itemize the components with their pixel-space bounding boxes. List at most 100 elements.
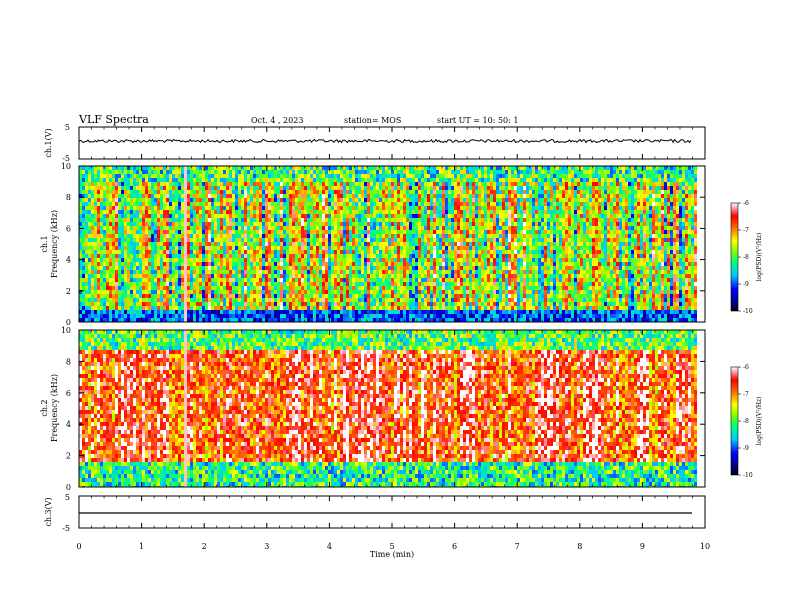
spectrogram-cell [100, 206, 103, 210]
spectrogram-cell [358, 182, 361, 186]
spectrogram-cell [163, 310, 166, 314]
spectrogram-cell [172, 314, 175, 318]
spectrogram-cell [337, 198, 340, 202]
spectrogram-cell [220, 262, 223, 266]
spectrogram-cell [208, 226, 211, 230]
spectrogram-cell [385, 222, 388, 226]
spectrogram-cell [310, 190, 313, 194]
spectrogram-cell [193, 294, 196, 298]
spectrogram-cell [115, 222, 118, 226]
spectrogram-cell [298, 170, 301, 174]
spectrogram-cell [400, 170, 403, 174]
spectrogram-cell [388, 294, 391, 298]
spectrogram-cell [277, 310, 280, 314]
spectrogram-cell [343, 270, 346, 274]
spectrogram-cell [409, 246, 412, 250]
spectrogram-cell [277, 190, 280, 194]
spectrogram-cell [319, 230, 322, 234]
spectrogram-cell [223, 302, 226, 306]
spectrogram-cell [82, 314, 85, 318]
spectrogram-cell [400, 166, 403, 170]
spectrogram-cell [88, 194, 91, 198]
spectrogram-cell [148, 198, 151, 202]
spectrogram-cell [253, 186, 256, 190]
spectrogram-cell [292, 282, 295, 286]
spectrogram-cell [232, 174, 235, 178]
spectrogram-cell [403, 210, 406, 214]
spectrogram-cell [91, 246, 94, 250]
spectrogram-cell [382, 266, 385, 270]
spectrogram-cell [247, 194, 250, 198]
spectrogram-cell [346, 294, 349, 298]
spectrogram-cell [121, 278, 124, 282]
spectrogram-cell [190, 254, 193, 258]
spectrogram-cell [253, 238, 256, 242]
spectrogram-cell [358, 214, 361, 218]
spectrogram-cell [358, 170, 361, 174]
spectrogram-cell [169, 274, 172, 278]
spectrogram-cell [163, 262, 166, 266]
spectrogram-cell [349, 306, 352, 310]
spectrogram-cell [232, 262, 235, 266]
spectrogram-cell [259, 222, 262, 226]
spectrogram-cell [379, 258, 382, 262]
spectrogram-cell [418, 238, 421, 242]
spectrogram-cell [181, 174, 184, 178]
spectrogram-cell [394, 190, 397, 194]
spectrogram-cell [265, 242, 268, 246]
spectrogram-cell [229, 186, 232, 190]
spectrogram-cell [379, 210, 382, 214]
spectrogram-cell [193, 266, 196, 270]
spectrogram-cell [217, 306, 220, 310]
spectrogram-cell [415, 170, 418, 174]
spectrogram-cell [184, 266, 187, 270]
spectrogram-cell [97, 294, 100, 298]
spectrogram-cell [364, 194, 367, 198]
spectrogram-cell [157, 274, 160, 278]
spectrogram-cell [268, 310, 271, 314]
spectrogram-cell [325, 306, 328, 310]
spectrogram-cell [277, 246, 280, 250]
spectrogram-cell [316, 250, 319, 254]
spectrogram-cell [148, 242, 151, 246]
spectrogram-cell [274, 174, 277, 178]
spectrogram-cell [163, 270, 166, 274]
spectrogram-cell [127, 302, 130, 306]
spectrogram-cell [403, 310, 406, 314]
spectrogram-cell [250, 266, 253, 270]
spectrogram-cell [145, 274, 148, 278]
spectrogram-cell [214, 238, 217, 242]
spectrogram-cell [241, 198, 244, 202]
spectrogram-cell [388, 210, 391, 214]
spectrogram-cell [199, 206, 202, 210]
spectrogram-cell [388, 250, 391, 254]
spectrogram-cell [109, 282, 112, 286]
spectrogram-cell [142, 318, 145, 322]
spectrogram-cell [457, 238, 460, 242]
spectrogram-cell [196, 190, 199, 194]
spectrogram-cell [85, 170, 88, 174]
spectrogram-cell [103, 214, 106, 218]
spectrogram-cell [304, 166, 307, 170]
spectrogram-cell [181, 178, 184, 182]
spectrogram-cell [115, 246, 118, 250]
spectrogram-cell [316, 202, 319, 206]
spectrogram-cell [223, 286, 226, 290]
spectrogram-cell [397, 182, 400, 186]
spectrogram-cell [430, 258, 433, 262]
spectrogram-cell [124, 298, 127, 302]
spectrogram-cell [448, 198, 451, 202]
spectrogram-cell [331, 302, 334, 306]
spectrogram-cell [367, 294, 370, 298]
spectrogram-cell [331, 258, 334, 262]
spectrogram-cell [151, 298, 154, 302]
spectrogram-cell [94, 182, 97, 186]
spectrogram-cell [253, 278, 256, 282]
spectrogram-cell [373, 310, 376, 314]
spectrogram-cell [403, 202, 406, 206]
spectrogram-cell [148, 302, 151, 306]
spectrogram-cell [361, 186, 364, 190]
spectrogram-cell [313, 166, 316, 170]
spectrogram-cell [283, 282, 286, 286]
spectrogram-cell [97, 186, 100, 190]
